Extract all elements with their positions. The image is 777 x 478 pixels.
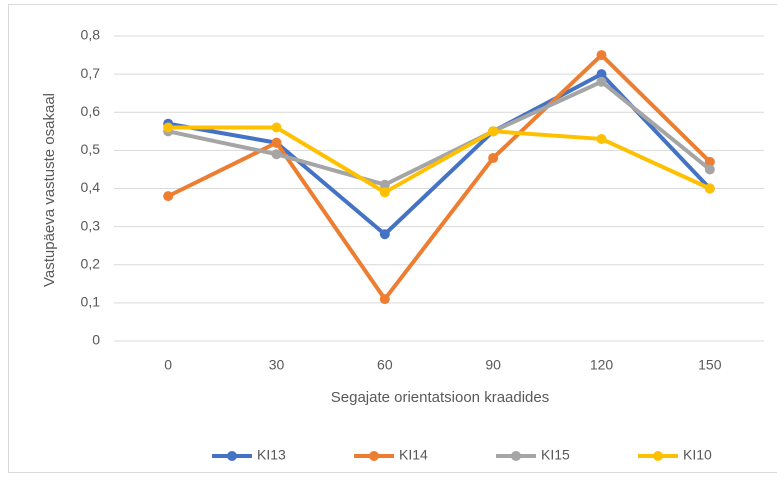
data-point <box>163 122 174 133</box>
data-point <box>596 133 607 144</box>
y-tick-label: 0,4 <box>81 179 101 195</box>
legend-marker <box>227 451 237 461</box>
data-point <box>488 153 499 163</box>
series-line <box>167 53 712 302</box>
series-line <box>168 125 711 195</box>
series-line <box>167 72 712 237</box>
x-tick-label: 30 <box>269 357 285 373</box>
data-point <box>271 149 282 160</box>
chart-frame <box>8 4 777 473</box>
legend-marker <box>369 451 379 461</box>
data-point <box>704 164 715 175</box>
data-point <box>271 122 282 133</box>
y-tick-label: 0,8 <box>81 27 101 43</box>
x-axis-title: Segajate orientatsioon kraadides <box>331 389 549 406</box>
y-tick-label: 0,2 <box>81 255 101 271</box>
data-point <box>379 187 390 198</box>
x-tick-label: 0 <box>164 357 172 373</box>
data-point <box>596 69 607 80</box>
data-point <box>596 76 607 87</box>
y-tick-label: 0,3 <box>81 217 101 233</box>
data-point <box>704 156 715 167</box>
x-tick-label: 120 <box>590 357 614 373</box>
data-point <box>271 137 282 148</box>
legend-label: KI15 <box>541 447 570 463</box>
y-tick-label: 0,1 <box>81 294 101 310</box>
data-point <box>379 229 390 240</box>
legend-label: KI14 <box>399 447 428 463</box>
y-tick-label: 0 <box>92 332 100 348</box>
legend-marker <box>511 451 521 461</box>
data-point <box>163 191 174 202</box>
x-tick-label: 60 <box>377 357 393 373</box>
y-tick-label: 0,6 <box>81 103 101 119</box>
y-tick-label: 0,5 <box>81 141 101 157</box>
legend-marker <box>653 451 663 461</box>
legend-label: KI13 <box>257 447 286 463</box>
y-tick-label: 0,7 <box>81 65 101 81</box>
series-line <box>167 79 712 187</box>
x-tick-label: 90 <box>485 357 501 373</box>
data-point <box>596 50 607 61</box>
data-point <box>704 183 715 194</box>
legend-label: KI10 <box>683 447 712 463</box>
y-axis-title: Vastupäeva vastuste osakaal <box>41 93 58 287</box>
data-point <box>379 179 390 190</box>
x-tick-label: 150 <box>698 357 722 373</box>
data-point <box>379 294 390 305</box>
data-point <box>488 126 499 137</box>
